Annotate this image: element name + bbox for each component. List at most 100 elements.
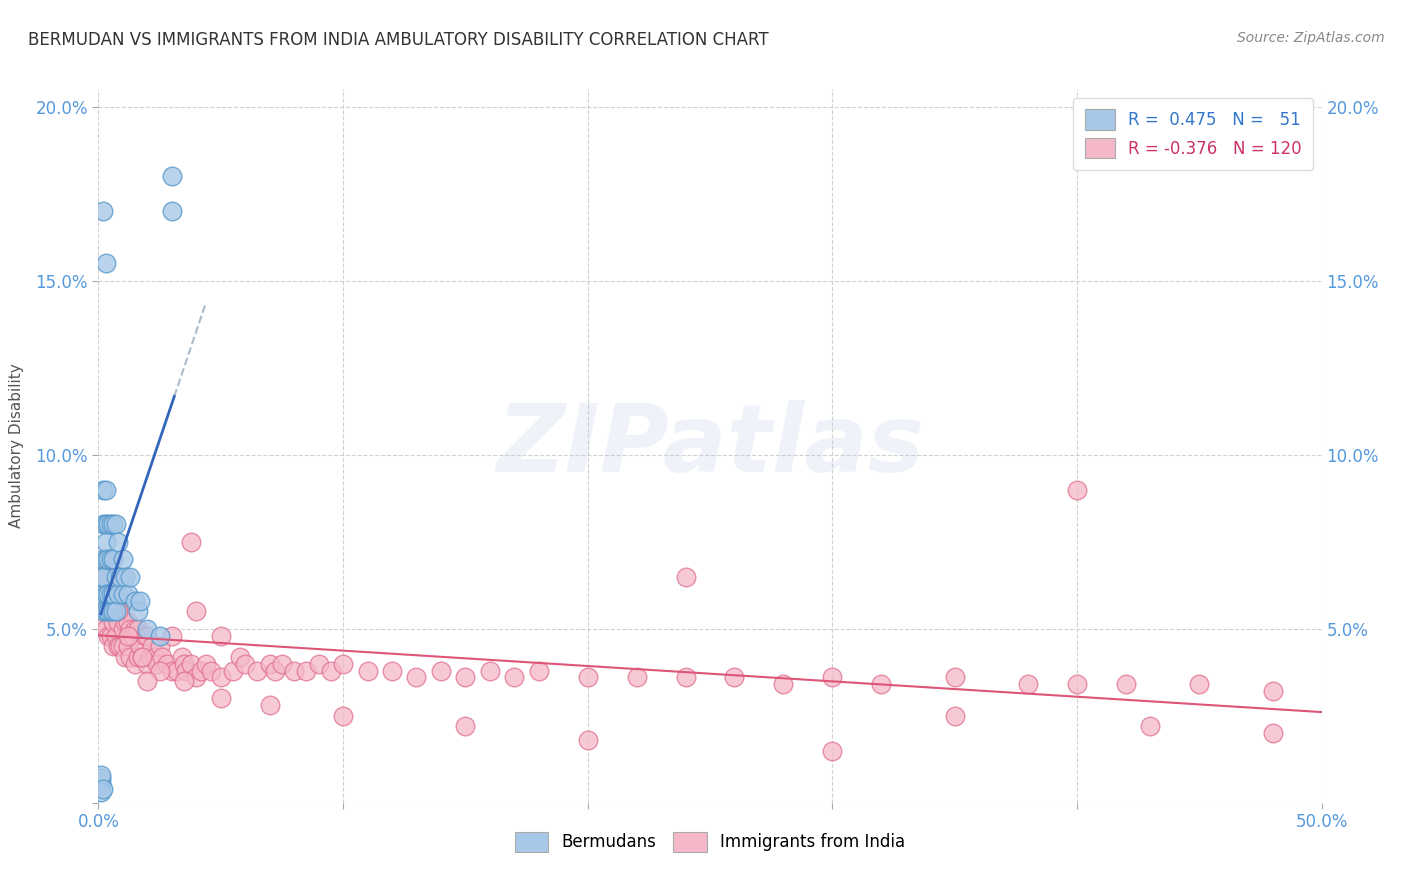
- Text: BERMUDAN VS IMMIGRANTS FROM INDIA AMBULATORY DISABILITY CORRELATION CHART: BERMUDAN VS IMMIGRANTS FROM INDIA AMBULA…: [28, 31, 769, 49]
- Point: [91, 587, 114, 601]
- Point: [97, 629, 120, 643]
- Point: [90, 580, 112, 594]
- Point: [101, 587, 124, 601]
- Point: [149, 639, 172, 653]
- Point: [503, 671, 526, 685]
- Point: [94, 256, 117, 270]
- Point: [104, 604, 127, 618]
- Point: [90, 778, 112, 792]
- Point: [156, 657, 179, 671]
- Point: [180, 534, 202, 549]
- Point: [97, 517, 120, 532]
- Point: [173, 673, 195, 688]
- Point: [100, 580, 122, 594]
- Point: [246, 664, 269, 678]
- Point: [222, 664, 245, 678]
- Point: [91, 517, 114, 532]
- Point: [90, 775, 112, 789]
- Point: [110, 569, 132, 583]
- Point: [270, 657, 294, 671]
- Point: [104, 604, 127, 618]
- Point: [186, 671, 208, 685]
- Point: [180, 657, 202, 671]
- Point: [173, 657, 195, 671]
- Point: [124, 594, 146, 608]
- Point: [110, 639, 132, 653]
- Point: [332, 657, 354, 671]
- Point: [176, 664, 198, 678]
- Point: [1188, 677, 1211, 691]
- Point: [723, 671, 745, 685]
- Point: [94, 552, 117, 566]
- Point: [104, 629, 127, 643]
- Text: Source: ZipAtlas.com: Source: ZipAtlas.com: [1237, 31, 1385, 45]
- Point: [91, 483, 114, 497]
- Point: [91, 552, 114, 566]
- Point: [190, 664, 212, 678]
- Point: [131, 649, 153, 664]
- Point: [332, 708, 354, 723]
- Point: [295, 664, 318, 678]
- Point: [100, 517, 122, 532]
- Point: [160, 169, 183, 184]
- Point: [454, 671, 477, 685]
- Point: [94, 587, 117, 601]
- Point: [107, 587, 129, 601]
- Point: [90, 772, 112, 786]
- Point: [1017, 677, 1039, 691]
- Point: [100, 604, 122, 618]
- Point: [107, 639, 129, 653]
- Y-axis label: Ambulatory Disability: Ambulatory Disability: [10, 364, 24, 528]
- Point: [136, 629, 159, 643]
- Point: [356, 664, 378, 678]
- Point: [90, 587, 112, 601]
- Point: [100, 552, 122, 566]
- Point: [478, 664, 501, 678]
- Point: [136, 673, 159, 688]
- Point: [100, 629, 122, 643]
- Point: [136, 657, 159, 671]
- Point: [107, 615, 129, 629]
- Point: [319, 664, 342, 678]
- Point: [160, 204, 183, 219]
- Point: [94, 483, 117, 497]
- Point: [943, 671, 966, 685]
- Point: [259, 657, 281, 671]
- Point: [195, 657, 218, 671]
- Point: [110, 604, 132, 618]
- Point: [143, 649, 166, 664]
- Point: [91, 559, 114, 574]
- Point: [100, 587, 122, 601]
- Point: [117, 639, 139, 653]
- Point: [129, 639, 152, 653]
- Point: [94, 552, 117, 566]
- Point: [100, 587, 122, 601]
- Point: [1139, 719, 1161, 733]
- Point: [91, 604, 114, 618]
- Point: [97, 604, 120, 618]
- Point: [150, 649, 173, 664]
- Point: [101, 517, 124, 532]
- Point: [821, 743, 844, 757]
- Point: [943, 708, 966, 723]
- Point: [101, 615, 124, 629]
- Point: [97, 552, 120, 566]
- Point: [209, 671, 232, 685]
- Point: [107, 534, 129, 549]
- Point: [100, 552, 122, 566]
- Point: [1066, 483, 1088, 497]
- Point: [101, 552, 124, 566]
- Point: [104, 569, 127, 583]
- Point: [94, 517, 117, 532]
- Point: [104, 580, 127, 594]
- Legend: Bermudans, Immigrants from India: Bermudans, Immigrants from India: [509, 825, 911, 859]
- Point: [233, 657, 256, 671]
- Point: [107, 604, 129, 618]
- Point: [131, 649, 153, 664]
- Point: [120, 622, 142, 636]
- Point: [94, 622, 117, 636]
- Point: [1115, 677, 1137, 691]
- Point: [111, 639, 134, 653]
- Point: [124, 657, 146, 671]
- Point: [576, 671, 599, 685]
